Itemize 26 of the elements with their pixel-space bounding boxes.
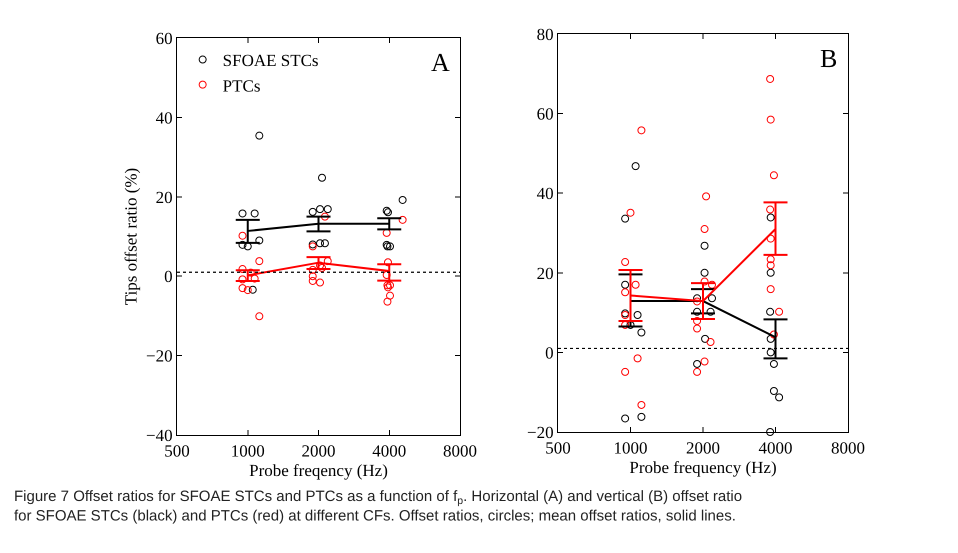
x-tick-label: 2000 [686, 438, 720, 458]
y-tick-label: 20 [156, 188, 173, 207]
x-tick-label: 4000 [372, 441, 406, 460]
x-tick-label: 8000 [443, 441, 477, 460]
caption: Figure 7 Offset ratios for SFOAE STCs and PTCs as a function of f$_{p}$. Horizontal (A) and vertical (B) offset ratio for SFOAE STCs (black) and PTCs (red) at different CFs. Offset ratios, circles; mean offset ratios, solid lines. [14, 488, 742, 524]
y-tick-label: 60 [156, 28, 173, 48]
y-tick-label: 60 [536, 104, 554, 124]
y-tick-label: −20 [146, 346, 173, 366]
x-tick-label: 8000 [831, 438, 865, 458]
legend-label: SFOAE STCs [222, 51, 319, 70]
y-tick-label: 0 [164, 267, 173, 286]
x-axis-title: Probe frequency (Hz) [629, 458, 777, 477]
x-tick-label: 4000 [758, 438, 792, 458]
x-tick-label: 1000 [230, 441, 265, 460]
y-tick-label: 0 [545, 343, 554, 362]
y-tick-label: 20 [536, 264, 554, 283]
x-tick-label: 2000 [302, 441, 336, 460]
legend-label: PTCs [222, 76, 260, 96]
y-tick-label: 40 [536, 184, 554, 204]
y-axis-title: Tips offset ratio (%) [122, 168, 141, 306]
x-axis-title: Probe freqency (Hz) [249, 460, 388, 480]
annotation: B [820, 44, 838, 73]
y-tick-label: 40 [156, 108, 173, 128]
x-tick-label: 1000 [614, 438, 648, 458]
y-tick-label: 80 [536, 24, 554, 44]
annotation: A [431, 48, 450, 77]
